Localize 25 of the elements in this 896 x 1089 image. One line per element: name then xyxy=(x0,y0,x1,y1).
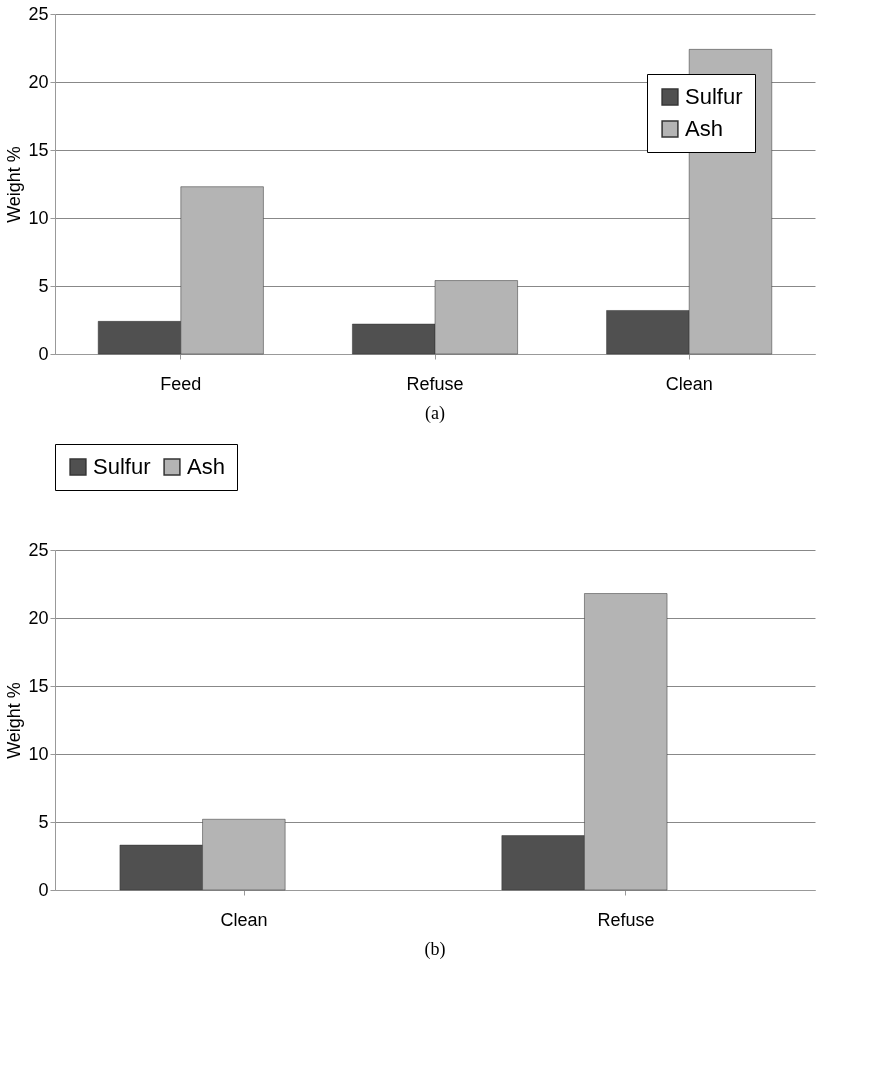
y-tick-label: 5 xyxy=(38,811,49,832)
y-tick-label: 25 xyxy=(28,3,49,24)
y-tick-label: 20 xyxy=(28,607,49,628)
x-tick-label: Feed xyxy=(160,373,202,394)
y-tick-label: 0 xyxy=(38,879,49,900)
y-tick-label: 15 xyxy=(28,675,49,696)
y-tick-label: 10 xyxy=(28,743,49,764)
x-tick-label: Clean xyxy=(220,909,268,930)
x-tick-label: Clean xyxy=(665,373,713,394)
legend-label: Sulfur xyxy=(93,454,151,479)
legend-label: Sulfur xyxy=(685,84,743,109)
y-tick-label: 20 xyxy=(28,71,49,92)
y-tick-label: 0 xyxy=(38,343,49,364)
text: (b) xyxy=(424,939,446,960)
y-tick-label: 10 xyxy=(28,207,49,228)
legend-label: Ash xyxy=(187,454,225,479)
y-tick-label: 5 xyxy=(38,275,49,296)
legend-label: Ash xyxy=(685,116,723,141)
y-axis-title: Weight % xyxy=(4,682,25,759)
text: (a) xyxy=(425,403,445,424)
x-tick-label: Refuse xyxy=(406,373,464,394)
x-tick-label: Refuse xyxy=(597,909,655,930)
y-tick-label: 15 xyxy=(28,139,49,160)
y-axis-title: Weight % xyxy=(4,146,25,223)
y-tick-label: 25 xyxy=(28,539,49,560)
